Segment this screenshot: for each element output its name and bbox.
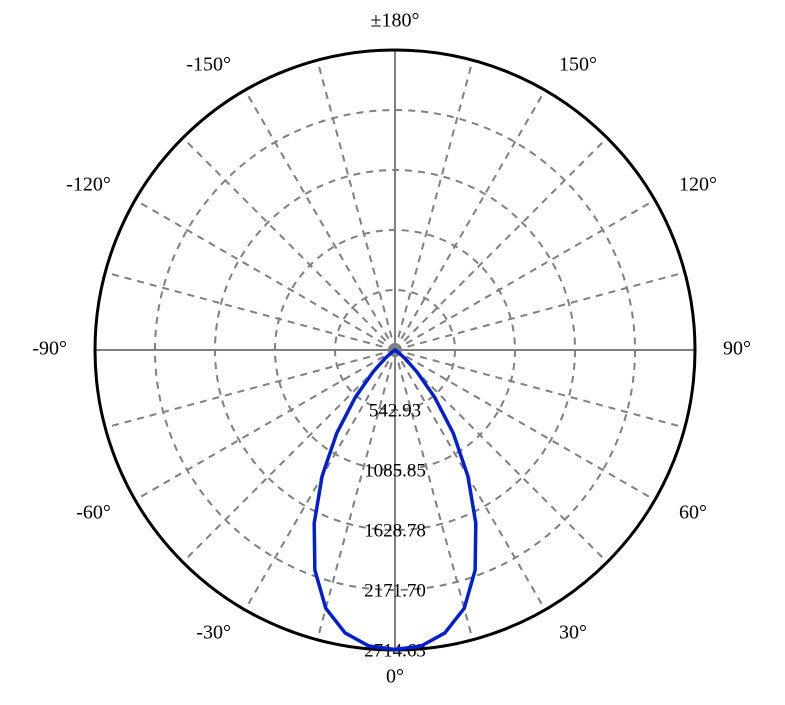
angle-label: -30° — [196, 622, 231, 644]
grid-spoke — [395, 350, 655, 500]
grid-spoke — [395, 272, 685, 350]
grid-spoke — [395, 60, 473, 350]
angle-label: -150° — [186, 54, 231, 76]
radial-label: 542.93 — [369, 400, 421, 421]
angle-label: 0° — [386, 666, 404, 688]
radial-label: 2171.70 — [364, 580, 426, 601]
grid-spoke — [135, 200, 395, 350]
polar-chart: 542.931085.851628.782171.702714.63 0°30°… — [0, 0, 785, 705]
angle-label: ±180° — [371, 10, 420, 32]
radial-label: 1085.85 — [364, 460, 426, 481]
angle-label: -90° — [32, 338, 67, 360]
angle-label: 30° — [559, 622, 587, 644]
angle-label: -60° — [76, 502, 111, 524]
grid-spoke — [317, 60, 395, 350]
angle-label: 90° — [723, 338, 751, 360]
grid-spoke — [105, 350, 395, 428]
angle-label: -120° — [66, 174, 111, 196]
grid-spoke — [245, 90, 395, 350]
angle-label: 120° — [679, 174, 717, 196]
grid-spoke — [105, 272, 395, 350]
grid-spoke — [395, 350, 607, 562]
grid-spoke — [395, 350, 685, 428]
radial-label: 1628.78 — [364, 520, 426, 541]
grid-spoke — [395, 138, 607, 350]
angle-label: 60° — [679, 502, 707, 524]
grid-spoke — [395, 200, 655, 350]
grid-spoke — [135, 350, 395, 500]
grid-spoke — [183, 138, 395, 350]
grid-spoke — [395, 90, 545, 350]
angle-label: 150° — [559, 54, 597, 76]
